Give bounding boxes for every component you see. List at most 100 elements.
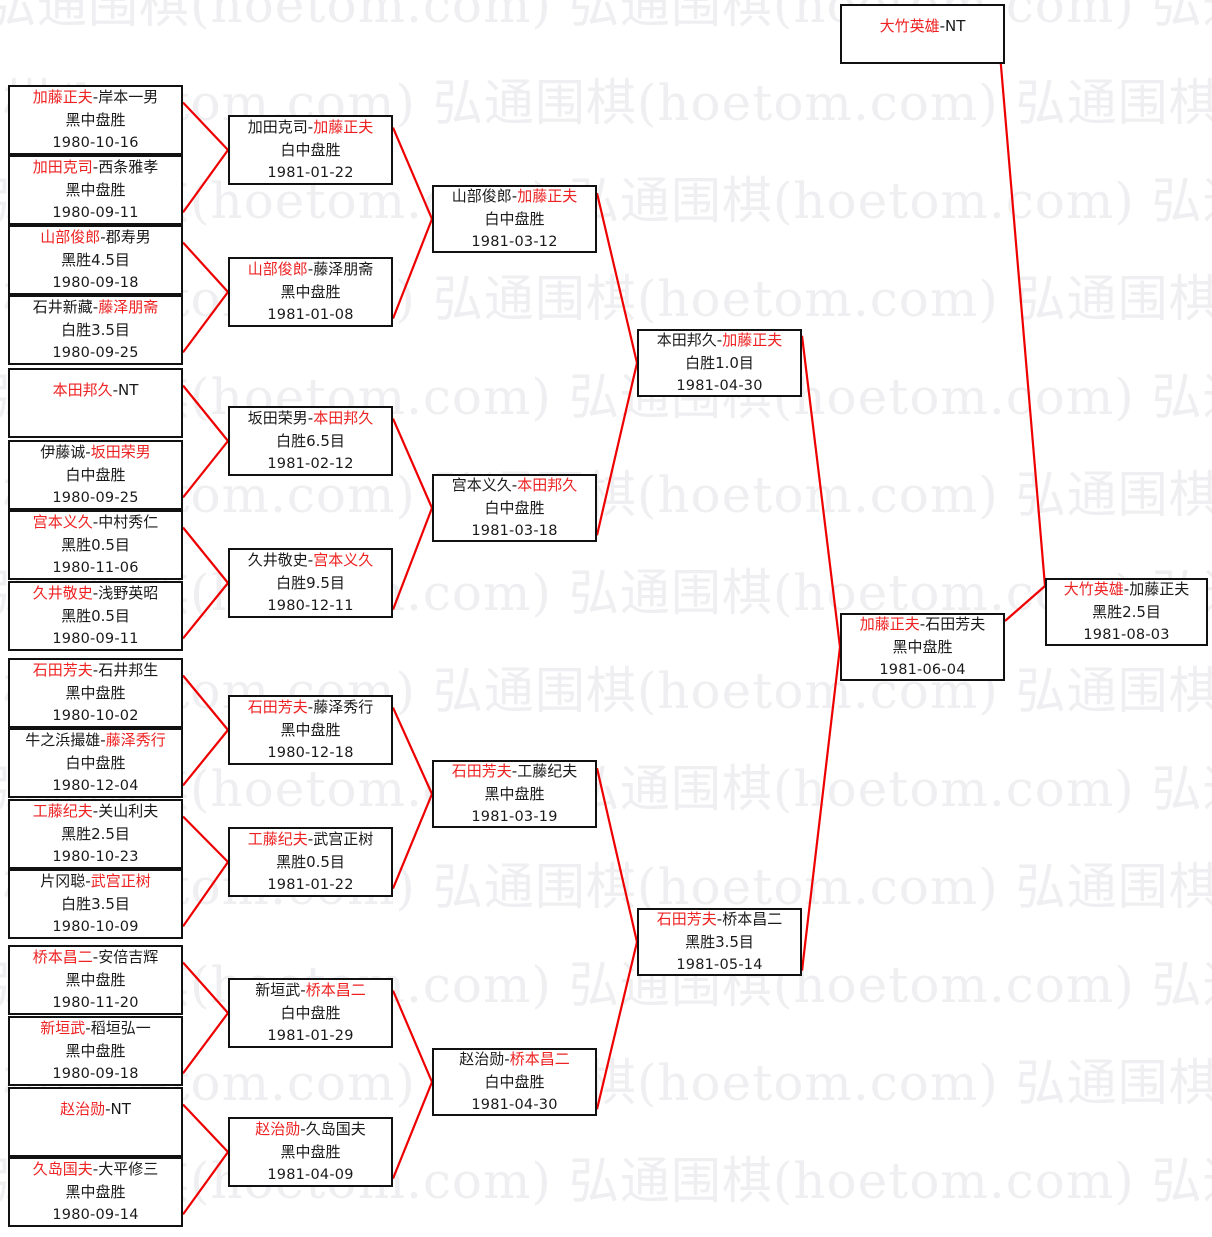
player-right: 西条雅孝 xyxy=(98,158,159,177)
round3-match-2[interactable]: 宫本义久-本田邦久 白中盘胜 1981-03-18 xyxy=(432,474,597,542)
player-right: 石井邦生 xyxy=(98,661,159,680)
vs-separator: - xyxy=(307,698,314,717)
player-right: 本田邦久 xyxy=(517,476,578,495)
connector-r1m11-to-r2m6 xyxy=(182,815,229,863)
vs-separator: - xyxy=(511,187,518,206)
round5-match-1[interactable]: 加藤正夫-石田芳夫 黑中盘胜 1981-06-04 xyxy=(840,613,1005,681)
match-players: 加藤正夫-石田芳夫 xyxy=(860,613,985,636)
match-result: 白胜1.0目 xyxy=(685,353,754,372)
round1-match-3[interactable]: 山部俊郎-郡寿男 黑胜4.5目 1980-09-18 xyxy=(8,225,183,295)
round3-match-3[interactable]: 石田芳夫-工藤纪夫 黑中盘胜 1981-03-19 xyxy=(432,760,597,828)
round2-match-1[interactable]: 加田克司-加藤正夫 白中盘胜 1981-01-22 xyxy=(228,115,393,185)
player-left: 新垣武 xyxy=(40,1019,86,1038)
connector-r3m3-to-r4m2 xyxy=(595,767,639,943)
player-left: 加藤正夫 xyxy=(859,615,920,634)
round1-match-8[interactable]: 久井敬史-浅野英昭 黑胜0.5目 1980-09-11 xyxy=(8,581,183,651)
round1-match-4[interactable]: 石井新藏-藤泽朋斋 白胜3.5目 1980-09-25 xyxy=(8,295,183,365)
match-result: 白中盘胜 xyxy=(280,1003,341,1022)
round2-match-6[interactable]: 工藤纪夫-武宫正树 黑胜0.5目 1981-01-22 xyxy=(228,827,393,897)
player-right: 加藤正夫 xyxy=(1129,580,1190,599)
player-left: 山部俊郎 xyxy=(247,260,308,279)
vs-separator: - xyxy=(85,1019,91,1038)
player-left: 加田克司 xyxy=(32,158,93,177)
match-date: 1981-06-04 xyxy=(879,661,966,678)
connector-r1m14-to-r2m7 xyxy=(182,1012,229,1075)
vs-separator: - xyxy=(716,331,723,350)
player-left: 本田邦久 xyxy=(52,381,113,399)
match-result: 黑中盘胜 xyxy=(280,282,341,301)
round1-match-1[interactable]: 加藤正夫-岸本一男 黑中盘胜 1980-10-16 xyxy=(8,85,183,155)
round1-match-5[interactable]: 本田邦久-NT xyxy=(8,368,183,438)
round2-match-7[interactable]: 新垣武-桥本昌二 白中盘胜 1981-01-29 xyxy=(228,978,393,1048)
round3-match-1[interactable]: 山部俊郎-加藤正夫 白中盘胜 1981-03-12 xyxy=(432,185,597,253)
connector-r1m6-to-r2m3 xyxy=(182,440,229,499)
connector-r2m4-to-r3m2 xyxy=(391,507,434,610)
round1-match-12[interactable]: 片冈聪-武宫正树 白胜3.5目 1980-10-09 xyxy=(8,869,183,939)
match-players: 石田芳夫-藤泽秀行 xyxy=(248,696,373,719)
round1-match-14[interactable]: 新垣武-稻垣弘一 黑中盘胜 1980-09-18 xyxy=(8,1016,183,1086)
match-players: 久井敬史-浅野英昭 xyxy=(33,582,158,605)
match-date: 1981-01-29 xyxy=(267,1027,354,1044)
match-date: 1981-03-18 xyxy=(471,522,558,539)
match-date: 1981-01-22 xyxy=(267,876,354,893)
round2-match-8[interactable]: 赵治勋-久岛国夫 黑中盘胜 1981-04-09 xyxy=(228,1117,393,1187)
player-right: 加藤正夫 xyxy=(313,118,374,137)
vs-separator: - xyxy=(85,872,91,891)
round1-match-9[interactable]: 石田芳夫-石井邦生 黑中盘胜 1980-10-02 xyxy=(8,658,183,728)
round1-match-16[interactable]: 久岛国夫-大平修三 黑中盘胜 1980-09-14 xyxy=(8,1157,183,1227)
round1-match-2[interactable]: 加田克司-西条雅孝 黑中盘胜 1980-09-11 xyxy=(8,155,183,225)
round1-match-15[interactable]: 赵治勋-NT xyxy=(8,1087,183,1157)
match-result: 黑胜0.5目 xyxy=(61,606,130,625)
player-left: 坂田荣男 xyxy=(247,409,308,428)
watermark-text: 弘通围棋(hoetom.com) 弘通围棋(hoetom.com) 弘通围棋(h… xyxy=(0,0,1212,34)
vs-separator: - xyxy=(511,762,518,781)
match-result: 黑中盘胜 xyxy=(892,637,953,656)
vs-separator: - xyxy=(939,17,946,35)
connector-r2m5-to-r3m3 xyxy=(391,707,434,795)
match-result: 黑中盘胜 xyxy=(65,1182,126,1201)
player-left: 宫本义久 xyxy=(451,476,512,495)
player-right: 加藤正夫 xyxy=(722,331,783,350)
round3-match-4[interactable]: 赵治勋-桥本昌二 白中盘胜 1981-04-30 xyxy=(432,1048,597,1116)
vs-separator: - xyxy=(1123,580,1130,599)
match-result: 白胜6.5目 xyxy=(276,431,345,450)
connector-r1m4-to-r2m2 xyxy=(182,291,229,354)
player-left: 加田克司 xyxy=(247,118,308,137)
player-right: 武宫正树 xyxy=(313,830,374,849)
round4-match-1[interactable]: 本田邦久-加藤正夫 白胜1.0目 1981-04-30 xyxy=(637,329,802,397)
match-result: 白中盘胜 xyxy=(484,209,545,228)
match-result: 黑胜0.5目 xyxy=(61,535,130,554)
round1-match-11[interactable]: 工藤纪夫-关山利夫 黑胜2.5目 1980-10-23 xyxy=(8,799,183,869)
final-match-1[interactable]: 大竹英雄-加藤正夫 黑胜2.5目 1981-08-03 xyxy=(1045,578,1208,646)
vs-separator: - xyxy=(92,661,99,680)
player-left: 石井新藏 xyxy=(32,298,93,317)
round2-match-5[interactable]: 石田芳夫-藤泽秀行 黑中盘胜 1980-12-18 xyxy=(228,695,393,765)
vs-separator: - xyxy=(105,1100,111,1118)
player-left: 久井敬史 xyxy=(32,584,93,603)
player-right: 桥本昌二 xyxy=(509,1050,570,1069)
round1-match-10[interactable]: 牛之浜撮雄-藤泽秀行 白中盘胜 1980-12-04 xyxy=(8,728,183,798)
connector-r1m3-to-r2m2 xyxy=(182,241,229,293)
player-left: 加藤正夫 xyxy=(32,88,93,107)
match-date: 1980-09-11 xyxy=(52,630,139,647)
round1-match-7[interactable]: 宫本义久-中村秀仁 黑胜0.5目 1980-11-06 xyxy=(8,510,183,580)
titleholder-match-1[interactable]: 大竹英雄-NT xyxy=(840,4,1005,64)
player-left: 久岛国夫 xyxy=(32,1160,93,1179)
match-result: 白中盘胜 xyxy=(65,465,126,484)
round4-match-2[interactable]: 石田芳夫-桥本昌二 黑胜3.5目 1981-05-14 xyxy=(637,908,802,976)
round2-match-2[interactable]: 山部俊郎-藤泽朋斋 黑中盘胜 1981-01-08 xyxy=(228,257,393,327)
match-players: 加田克司-加藤正夫 xyxy=(248,116,373,139)
connector-r2m6-to-r3m3 xyxy=(391,793,434,890)
round2-match-4[interactable]: 久井敬史-宫本义久 白胜9.5目 1980-12-11 xyxy=(228,548,393,618)
round2-match-3[interactable]: 坂田荣男-本田邦久 白胜6.5目 1981-02-12 xyxy=(228,406,393,476)
round1-match-13[interactable]: 桥本昌二-安倍吉辉 黑中盘胜 1980-11-20 xyxy=(8,945,183,1015)
match-result: 黑中盘胜 xyxy=(65,110,126,129)
player-right: 藤泽朋斋 xyxy=(313,260,374,279)
player-right: 宫本义久 xyxy=(313,551,374,570)
match-players: 山部俊郎-加藤正夫 xyxy=(452,185,577,208)
player-right: 加藤正夫 xyxy=(517,187,578,206)
match-result: 黑中盘胜 xyxy=(65,970,126,989)
match-players: 加藤正夫-岸本一男 xyxy=(33,86,158,109)
round1-match-6[interactable]: 伊藤诚-坂田荣男 白中盘胜 1980-09-25 xyxy=(8,440,183,510)
match-players: 山部俊郎-藤泽朋斋 xyxy=(248,258,373,281)
